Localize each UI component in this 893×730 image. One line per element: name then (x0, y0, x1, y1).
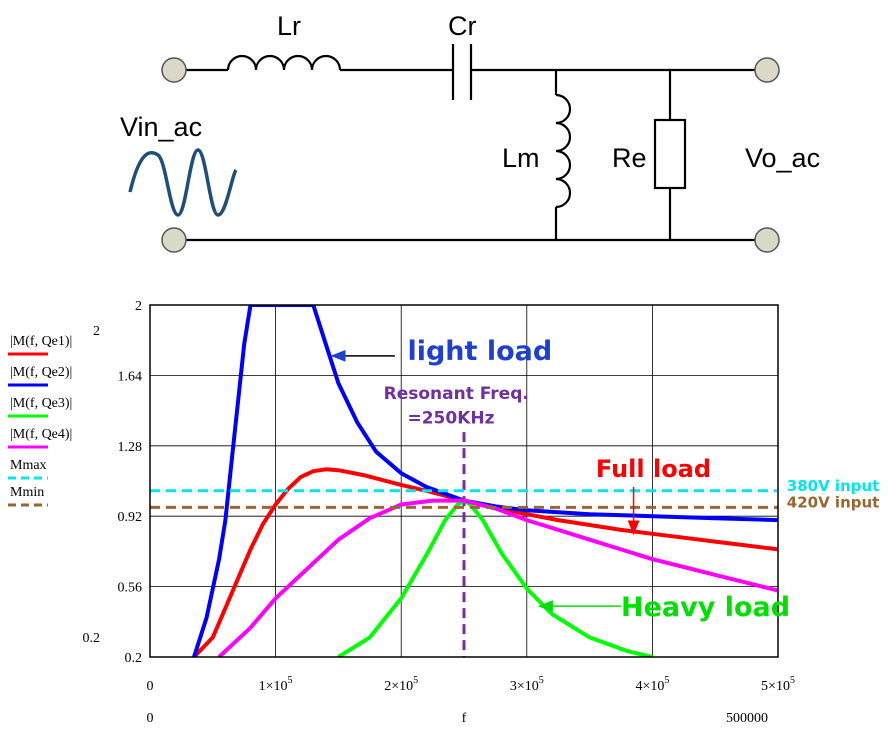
y-tick-label: 2 (135, 299, 142, 314)
x-tick-label: 2×105 (384, 675, 418, 694)
legend-entry-label: |M(f, Qe1)| (10, 334, 72, 349)
y-tick-label: 0.56 (118, 581, 143, 596)
series-line-1 (192, 467, 778, 657)
annotation-7: 420V input (787, 493, 880, 511)
x-tick-label: 3×105 (510, 675, 544, 694)
input-terminal-top-icon (161, 57, 187, 83)
y-range-top-label: 2 (93, 324, 100, 339)
resonant-tank-circuit (186, 44, 755, 242)
label-cr: Cr (448, 11, 477, 41)
annotation-6: 380V input (787, 477, 880, 495)
x-tick-label: 0 (147, 679, 154, 694)
plot-area-frame (149, 304, 779, 658)
x-range-right-label: 500000 (726, 711, 768, 726)
legend-entry-label: Mmax (10, 458, 47, 473)
chart-annotations: light load Resonant Freq. =250KHz Full load… (330, 336, 880, 623)
y-range-bottom-label: 0.2 (83, 631, 101, 646)
legend-entry-label: |M(f, Qe3)| (10, 396, 72, 411)
y-tick-label: 1.28 (118, 440, 143, 455)
legend-entry-label: |M(f, Qe2)| (10, 365, 72, 380)
inductor-lr-icon (226, 54, 342, 71)
annotation-5: Heavy load (621, 592, 790, 623)
input-terminal-bottom-icon (161, 227, 187, 253)
series-line-2 (192, 305, 778, 657)
label-re: Re (612, 143, 647, 173)
inductor-lm-icon (555, 93, 572, 209)
gain-curve-chart: 0.2 0.56 0.92 1.28 1.64 2 2 0.2 0 1×105 2×105 3×10… (8, 299, 879, 726)
x-tick-label: 5×105 (761, 675, 795, 694)
chart-series (150, 305, 778, 657)
annotation-2: Resonant Freq. (384, 384, 529, 404)
y-axis-ticks: 0.2 0.56 0.92 1.28 1.64 2 2 0.2 (83, 299, 143, 666)
label-vo-ac: Vo_ac (745, 143, 820, 173)
x-axis-ticks: 0 1×105 2×105 3×105 4×105 5×105 0 f 500000 (147, 675, 795, 726)
annotation-3: =250KHz (407, 408, 494, 428)
legend-entry-label: |M(f, Qe4)| (10, 427, 72, 442)
x-tick-label: 4×105 (635, 675, 669, 694)
label-lm: Lm (502, 143, 540, 173)
x-range-left-label: 0 (147, 711, 154, 726)
x-axis-label: f (462, 711, 467, 726)
series-line-3 (337, 498, 653, 657)
series-line-4 (217, 498, 778, 657)
output-terminal-bottom-icon (754, 227, 780, 253)
legend-entry-label: Mmin (10, 485, 44, 500)
label-vin-ac: Vin_ac (120, 112, 202, 142)
annotation-4: Full load (596, 455, 711, 483)
annotation-1: light load (407, 336, 552, 367)
y-tick-label: 0.2 (125, 651, 143, 666)
chart-legend: |M(f, Qe1)| |M(f, Qe2)| |M(f, Qe3)| |M(f, Q… (8, 334, 72, 507)
y-tick-label: 0.92 (118, 510, 143, 525)
chart-grid (150, 305, 778, 657)
output-terminal-top-icon (754, 57, 780, 83)
label-lr: Lr (277, 11, 301, 41)
y-tick-label: 1.64 (118, 369, 143, 384)
ac-source-sine-icon (128, 148, 238, 217)
resistor-re-icon (653, 118, 687, 190)
x-tick-label: 1×105 (259, 675, 293, 694)
